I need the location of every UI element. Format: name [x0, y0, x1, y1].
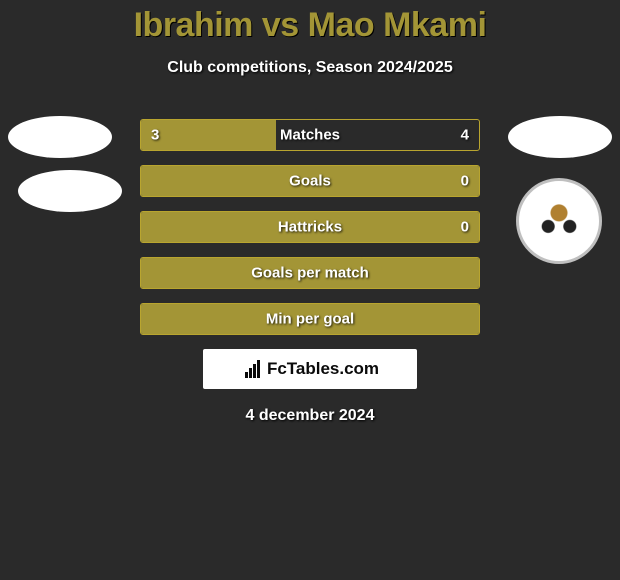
- player1-avatar-bottom: [18, 170, 122, 212]
- stat-bar-label: Goals per match: [251, 265, 369, 282]
- site-badge[interactable]: FcTables.com: [203, 349, 417, 389]
- stat-bar-label: Goals: [289, 173, 331, 190]
- stat-bar-left-value: 3: [151, 127, 159, 144]
- subtitle: Club competitions, Season 2024/2025: [0, 59, 620, 77]
- stat-bar: Hattricks 0: [140, 211, 480, 243]
- stat-bar: Matches 3 4: [140, 119, 480, 151]
- crest-icon: [532, 194, 586, 248]
- stat-bar-label: Matches: [280, 127, 340, 144]
- stats-bars: Matches 3 4 Goals 0 Hattricks 0 Goals per match…: [140, 119, 480, 335]
- stat-bar-label: Hattricks: [278, 219, 342, 236]
- stat-bar: Goals per match: [140, 257, 480, 289]
- stat-bar-fill: [141, 120, 276, 150]
- stat-bar-label: Min per goal: [266, 311, 354, 328]
- bars-icon: [241, 360, 263, 378]
- site-badge-label: FcTables.com: [267, 359, 379, 379]
- stat-bar: Min per goal: [140, 303, 480, 335]
- date-label: 4 december 2024: [0, 407, 620, 425]
- stat-bar: Goals 0: [140, 165, 480, 197]
- player2-club-crest: [516, 178, 602, 264]
- player2-avatar-top: [508, 116, 612, 158]
- player1-avatar-top: [8, 116, 112, 158]
- page-title: Ibrahim vs Mao Mkami: [0, 6, 620, 45]
- stat-bar-right-value: 0: [461, 173, 469, 190]
- stat-bar-right-value: 4: [461, 127, 469, 144]
- stat-bar-right-value: 0: [461, 219, 469, 236]
